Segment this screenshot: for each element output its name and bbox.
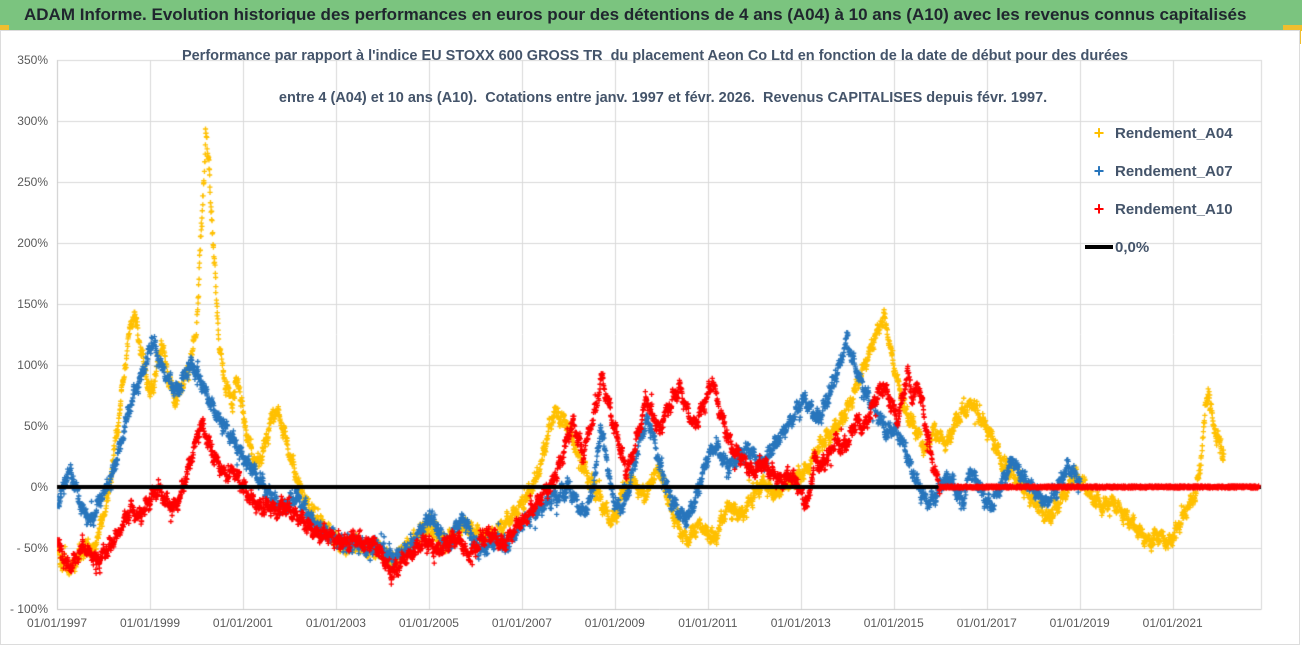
y-axis-tick-label: - 100% — [9, 602, 48, 616]
x-axis-tick-label: 01/01/2019 — [1049, 616, 1110, 630]
legend-item-label: Rendement_A07 — [1115, 162, 1233, 180]
plus-marker-icon: + — [1093, 161, 1105, 181]
x-axis-tick-label: 01/01/1997 — [26, 616, 88, 630]
x-axis-tick-label: 01/01/2001 — [212, 616, 273, 630]
y-axis-tick-label: 100% — [17, 358, 48, 372]
legend-item-label: 0,0% — [1115, 238, 1150, 256]
x-axis-tick-label: 01/01/1999 — [119, 616, 180, 630]
legend-item-a10: + Rendement_A10 — [1083, 190, 1283, 228]
x-axis-tick-label: 01/01/2005 — [398, 616, 459, 630]
x-axis-tick-label: 01/01/2011 — [678, 616, 738, 630]
legend: + Rendement_A04 + Rendement_A07 + Rendem… — [1083, 114, 1283, 266]
y-axis-tick-label: 50% — [23, 419, 48, 433]
x-axis-tick-label: 01/01/2017 — [956, 616, 1017, 630]
x-axis-tick-label: 01/01/2007 — [491, 616, 552, 630]
legend-item-zero-line: 0,0% — [1083, 228, 1283, 266]
y-axis-tick-label: 350% — [17, 53, 48, 67]
x-axis-tick-label: 01/01/2003 — [305, 616, 366, 630]
legend-item-a04: + Rendement_A04 — [1083, 114, 1283, 152]
y-axis-tick-label: 300% — [17, 114, 48, 128]
chart-title-line2: entre 4 (A04) et 10 ans (A10). Cotations… — [278, 90, 1048, 106]
y-axis-tick-label: 150% — [17, 297, 48, 311]
y-axis-tick-label: 200% — [17, 236, 48, 250]
y-axis-tick-label: 0% — [30, 480, 48, 494]
chart-title: Performance par rapport à l'indice EU ST… — [40, 46, 1270, 109]
legend-item-a07: + Rendement_A07 — [1083, 152, 1283, 190]
x-axis-tick-label: 01/01/2021 — [1142, 616, 1203, 630]
y-axis-tick-label: - 50% — [16, 541, 48, 555]
y-axis-tick-label: 250% — [17, 175, 48, 189]
plus-marker-icon: + — [1093, 123, 1105, 143]
legend-item-label: Rendement_A10 — [1115, 200, 1233, 218]
plus-marker-icon: + — [1093, 199, 1105, 219]
chart-title-line1: Performance par rapport à l'indice EU ST… — [181, 48, 1129, 64]
x-axis-tick-label: 01/01/2013 — [770, 616, 831, 630]
zero-line-icon — [1085, 245, 1113, 249]
x-axis-tick-label: 01/01/2015 — [863, 616, 924, 630]
legend-item-label: Rendement_A04 — [1115, 124, 1233, 142]
x-axis-tick-label: 01/01/2009 — [584, 616, 645, 630]
